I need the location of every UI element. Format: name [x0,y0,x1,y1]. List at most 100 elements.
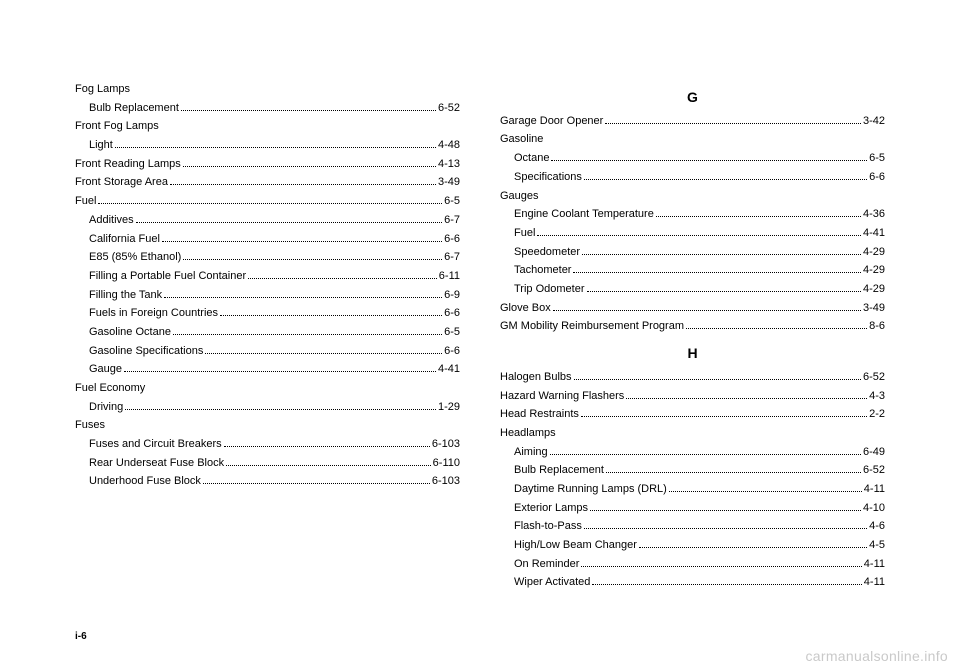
entry-label: Fuel [514,224,535,243]
entry-page: 4-41 [863,224,885,243]
entry-page: 4-48 [438,136,460,155]
index-entry: Front Fog Lamps [75,117,460,136]
leader-dots [606,472,861,473]
entry-page: 6-110 [433,454,460,473]
leader-dots [115,147,436,148]
entry-label: Wiper Activated [514,573,590,592]
entry-label: Filling the Tank [89,286,162,305]
entry-label: Halogen Bulbs [500,368,572,387]
leader-dots [124,371,436,372]
entry-label: Gasoline Specifications [89,342,203,361]
entry-page: 4-29 [863,243,885,262]
entry-label: Aiming [514,443,548,462]
leader-dots [581,566,861,567]
leader-dots [639,547,867,548]
leader-dots [203,483,430,484]
entry-page: 8-6 [869,317,885,336]
entry-page: 4-6 [869,517,885,536]
section-heading: G [500,86,885,110]
entry-label: Fuel [75,192,96,211]
entry-label: GM Mobility Reimbursement Program [500,317,684,336]
entry-label: Glove Box [500,299,551,318]
index-entry: Fuel6-5 [75,192,460,211]
entry-label: Flash-to-Pass [514,517,582,536]
entry-page: 4-29 [863,261,885,280]
leader-dots [584,528,867,529]
leader-dots [164,297,442,298]
entry-page: 4-36 [863,205,885,224]
entry-label: Additives [89,211,134,230]
index-entry: Gasoline Specifications 6-6 [75,342,460,361]
index-entry: Engine Coolant Temperature 4-36 [500,205,885,224]
index-entry: Fuel Economy [75,379,460,398]
leader-dots [656,216,861,217]
leader-dots [605,123,861,124]
leader-dots [205,353,442,354]
index-entry: Octane6-5 [500,149,885,168]
index-entry: California Fuel6-6 [75,230,460,249]
index-entry: High/Low Beam Changer 4-5 [500,536,885,555]
entry-label: Fog Lamps [75,80,130,99]
index-entry: Speedometer4-29 [500,243,885,262]
index-entry: Gauges [500,187,885,206]
index-entry: Additives6-7 [75,211,460,230]
entry-label: Gasoline Octane [89,323,171,342]
leader-dots [226,465,431,466]
entry-label: On Reminder [514,555,579,574]
entry-label: Specifications [514,168,582,187]
entry-page: 3-42 [863,112,885,131]
entry-label: Front Fog Lamps [75,117,159,136]
entry-label: Light [89,136,113,155]
entry-label: Gasoline [500,130,543,149]
index-entry: Front Reading Lamps4-13 [75,155,460,174]
leader-dots [224,446,430,447]
entry-label: E85 (85% Ethanol) [89,248,181,267]
index-entry: Glove Box 3-49 [500,299,885,318]
entry-label: Exterior Lamps [514,499,588,518]
left-column: Fog LampsBulb Replacement6-52Front Fog L… [75,80,460,612]
entry-page: 6-5 [869,149,885,168]
entry-label: High/Low Beam Changer [514,536,637,555]
index-entry: Flash-to-Pass 4-6 [500,517,885,536]
index-entry: Gasoline [500,130,885,149]
index-entry: Front Storage Area3-49 [75,173,460,192]
entry-page: 3-49 [863,299,885,318]
index-entry: Filling a Portable Fuel Container6-11 [75,267,460,286]
leader-dots [574,379,861,380]
index-entry: Garage Door Opener 3-42 [500,112,885,131]
entry-label: Fuses and Circuit Breakers [89,435,222,454]
entry-label: Tachometer [514,261,571,280]
leader-dots [181,110,436,111]
leader-dots [590,510,861,511]
entry-page: 6-6 [444,342,460,361]
entry-page: 6-49 [863,443,885,462]
leader-dots [592,584,861,585]
leader-dots [686,328,867,329]
entry-label: Underhood Fuse Block [89,472,201,491]
entry-page: 6-52 [863,461,885,480]
leader-dots [573,272,860,273]
entry-label: Bulb Replacement [514,461,604,480]
entry-page: 2-2 [869,405,885,424]
index-entry: Rear Underseat Fuse Block 6-110 [75,454,460,473]
leader-dots [587,291,861,292]
entry-page: 4-11 [864,480,885,499]
entry-label: Rear Underseat Fuse Block [89,454,224,473]
entry-label: Daytime Running Lamps (DRL) [514,480,667,499]
entry-page: 4-3 [869,387,885,406]
watermark: carmanualsonline.info [806,648,949,664]
leader-dots [551,160,867,161]
index-entry: GM Mobility Reimbursement Program 8-6 [500,317,885,336]
index-page: Fog Lamps Bulb Replacement 6-52 Front Fog L… [75,80,885,612]
entry-label: Gauge [89,360,122,379]
entry-page: 4-5 [869,536,885,555]
entry-label: Engine Coolant Temperature [514,205,654,224]
leader-dots [173,334,442,335]
entry-label: Garage Door Opener [500,112,603,131]
leader-dots [669,491,862,492]
leader-dots [537,235,861,236]
index-entry: Light 4-48 [75,136,460,155]
entry-label: Front Reading Lamps [75,155,181,174]
entry-page: 6-103 [432,435,460,454]
leader-dots [98,203,442,204]
